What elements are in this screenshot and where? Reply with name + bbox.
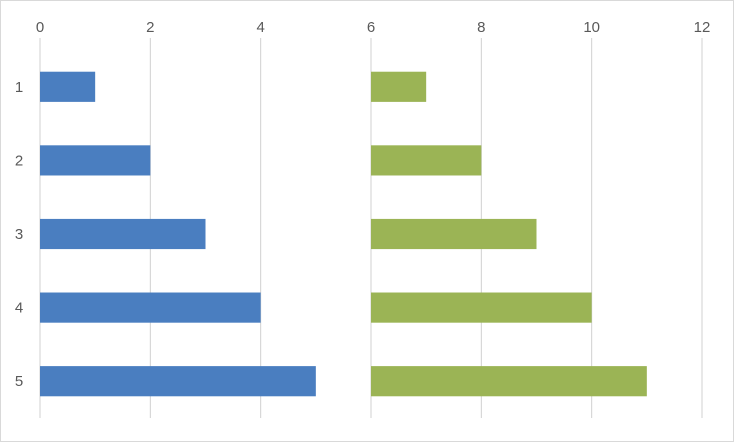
x-axis-tick-labels: 0 2 4 6 8 10 12 <box>36 19 711 36</box>
bar-series2-cat-3 <box>371 218 537 250</box>
bar-series2-cat-4 <box>371 292 592 323</box>
x-tick-label-8: 8 <box>477 19 485 36</box>
x-tick-label-10: 10 <box>583 19 600 36</box>
bar-series2-cat-1 <box>371 71 427 102</box>
x-tick-label-6: 6 <box>367 19 375 36</box>
x-tick-label-4: 4 <box>256 19 264 36</box>
y-axis-tick-labels: 1 2 3 4 5 <box>15 79 23 390</box>
bar-series1-cat-2 <box>40 145 151 176</box>
y-tick-label-2: 2 <box>15 152 23 169</box>
bars <box>40 71 647 397</box>
y-tick-label-5: 5 <box>15 373 23 390</box>
bar-series2-cat-2 <box>371 145 482 176</box>
bar-series1-cat-3 <box>40 218 206 250</box>
x-tick-label-2: 2 <box>146 19 154 36</box>
y-tick-label-4: 4 <box>15 300 23 317</box>
bar-series1-cat-5 <box>40 366 316 397</box>
y-tick-label-3: 3 <box>15 226 23 243</box>
bar-series1-cat-1 <box>40 71 96 102</box>
x-tick-label-0: 0 <box>36 19 44 36</box>
y-tick-label-1: 1 <box>15 79 23 96</box>
bar-series2-cat-5 <box>371 366 647 397</box>
bar-series1-cat-4 <box>40 292 261 323</box>
x-tick-label-12: 12 <box>694 19 711 36</box>
